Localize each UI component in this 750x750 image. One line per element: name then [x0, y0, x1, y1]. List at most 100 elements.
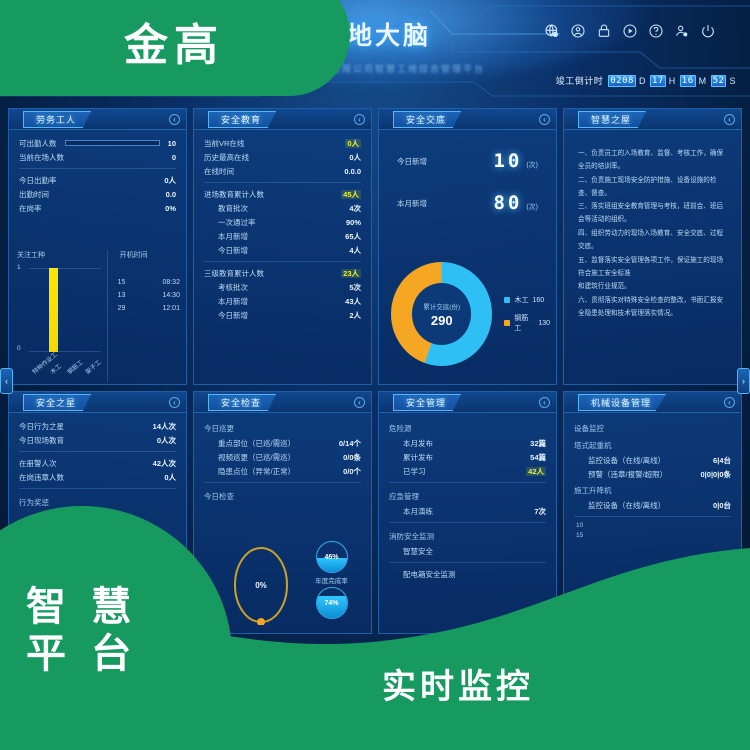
next-page-button[interactable]: › — [737, 368, 750, 394]
list-item: 重点部位（已巡/需巡） 0/14个 — [202, 436, 363, 450]
row-value: 43人 — [345, 296, 361, 306]
x-tick: 架子工 — [84, 359, 103, 376]
question-circle-icon[interactable] — [647, 22, 664, 39]
divider — [204, 182, 361, 183]
list-item: 在岗违章人数 0人 — [17, 470, 178, 484]
panel-safety-star-header: 安全之星 ‹ — [9, 392, 186, 413]
donut-chart: 累计交底(份) 290 — [391, 262, 493, 366]
prev-page-button[interactable]: ‹ — [0, 368, 13, 394]
countdown-seconds: 52 — [710, 74, 727, 87]
countdown-days: 0208 — [608, 74, 636, 87]
user-settings-icon[interactable] — [673, 22, 690, 39]
divider — [389, 562, 546, 563]
countdown-days-unit: D — [638, 75, 646, 86]
row-value: 08:32 — [162, 279, 180, 286]
panel-safety-check-menu-icon[interactable]: ‹ — [354, 397, 365, 408]
wisdom-line: 和建筑行业规范。 — [578, 283, 631, 291]
row-value: 5次 — [349, 282, 361, 292]
row-value: 6|4台 — [713, 455, 731, 465]
lock-icon[interactable] — [595, 22, 612, 39]
legend-label: 钢筋工 — [514, 315, 529, 332]
y-tick: 0 — [17, 345, 21, 352]
section-label: 危险源 — [389, 424, 412, 433]
header-icon-bar — [543, 22, 716, 39]
row-value: 14人次 — [152, 421, 176, 431]
panel-safety-disclosure-body: 今日新增 10 (次) 本月新增 80 (次) — [379, 130, 556, 384]
panel-safety-disclosure-menu-icon[interactable]: ‹ — [539, 114, 550, 125]
panel-safety-education-header: 安全教育 ‹ — [194, 109, 371, 130]
row-key: 29 — [117, 305, 126, 312]
row-key: 本月演练 — [403, 506, 433, 516]
donut-center-value: 290 — [430, 312, 453, 328]
row-key: 重点部位（已巡/需巡） — [218, 438, 296, 448]
panel-safety-star-body: 今日行为之星 14人次 今日现场教育 0人次 在册警人次 42人次 在岗违章人数 — [9, 413, 186, 633]
wisdom-text: 一、负责员工的入场教育、监督、考核工作，确保全员的培训率。 二、负责施工现场安全… — [572, 136, 733, 321]
panel-wisdom-house-menu-icon[interactable]: ‹ — [724, 114, 735, 125]
wisdom-line: 三、落实班组安全教育管理与考核，班前会、班后会等活动的组织。 — [578, 203, 724, 224]
row-key: 考核批次 — [218, 282, 248, 292]
panel-equipment-management-title: 机械设备管理 — [578, 394, 667, 411]
x-tick: 钢筋工 — [66, 359, 85, 376]
liquid-gauge: 74% — [315, 587, 348, 619]
list-item: 已学习 42人 — [387, 464, 548, 478]
row-key: 今日新增 — [218, 310, 248, 320]
list-item: 视频巡更（已巡/需巡） 0/0条 — [202, 450, 363, 464]
donut-center-label: 累计交底(份) — [423, 303, 461, 311]
bar — [49, 268, 59, 352]
row-key: 监控设备（在线/离线） — [588, 500, 666, 510]
countdown-minutes: 16 — [679, 74, 696, 87]
section-label: 施工升降机 — [574, 486, 612, 495]
countdown-hours-unit: H — [668, 75, 676, 86]
row-value: 32篇 — [530, 438, 546, 448]
row-key: 在岗率 — [19, 203, 42, 213]
row-key: 13 — [117, 292, 126, 299]
row-key: 三级教育累计人数 — [204, 268, 264, 278]
panel-safety-star-title: 安全之星 — [23, 394, 92, 411]
panel-safety-management-header: 安全管理 ‹ — [379, 392, 556, 413]
panel-safety-education-menu-icon[interactable]: ‹ — [354, 114, 365, 125]
panel-safety-management-body: 危险源 本月发布 32篇 累计发布 54篇 已学习 42人 应急管理 — [379, 413, 556, 633]
globe-icon[interactable] — [543, 22, 560, 39]
safety-check-gauges: 0% 46% 年度完成率 74% — [198, 539, 367, 631]
panel-safety-star-menu-icon[interactable]: ‹ — [169, 397, 180, 408]
row-value: 12:01 — [162, 305, 180, 312]
row-value: 90% — [345, 217, 361, 227]
panel-labor-body: 可出勤人数 10 当前在场人数 0 今日出勤率 0人 出勤时间 — [9, 130, 186, 384]
legend-label: 木工 — [514, 297, 529, 304]
panel-wisdom-house: 智慧之屋 ‹ 一、负责员工的入场教育、监督、考核工作，确保全员的培训率。 二、负… — [563, 108, 742, 385]
chart-plot: 1 0 特种作业工 木工 钢筋工 架子工 — [17, 264, 102, 376]
panel-wisdom-house-title: 智慧之屋 — [578, 111, 647, 128]
row-value: 0|0台 — [713, 500, 731, 510]
user-circle-icon[interactable] — [569, 22, 586, 39]
panel-safety-management-menu-icon[interactable]: ‹ — [539, 397, 550, 408]
legend-item: 木工 160 — [504, 291, 550, 309]
panel-safety-disclosure: 安全交底 ‹ 今日新增 10 (次) 本月新增 80 — [378, 108, 557, 385]
stat-unit: (次) — [526, 204, 538, 211]
row-value: 0|0|0|0条 — [700, 469, 731, 479]
row-value: 14:30 — [162, 292, 180, 299]
list-item: 在岗率 0% — [17, 201, 178, 215]
row-value: 23人 — [341, 268, 361, 278]
list-item: 今日新增 4人 — [202, 243, 363, 257]
list-item: 三级教育累计人数 23人 — [202, 266, 363, 280]
stat-month: 本月新增 80 (次) — [387, 178, 548, 220]
gauge-label: 年度完成率 — [315, 578, 348, 585]
power-icon[interactable] — [699, 22, 716, 39]
legend-value: 160 — [532, 296, 545, 304]
panel-safety-education: 安全教育 ‹ 当前VR在线 0人 历史最高在线 0人 在线时间 0.0.0 — [193, 108, 372, 385]
stat-label: 今日新增 — [397, 156, 427, 166]
divider — [389, 522, 546, 523]
list-item: 本月新增 43人 — [202, 294, 363, 308]
donut-legend: 木工 160 钢筋工 130 — [504, 291, 550, 337]
panel-labor-menu-icon[interactable]: ‹ — [169, 114, 180, 125]
row-value: 0人 — [349, 152, 361, 162]
list-item: 15 08:32 — [116, 276, 182, 289]
play-circle-icon[interactable] — [621, 22, 638, 39]
disclosure-donut-area: 累计交底(份) 290 木工 160 — [385, 248, 550, 380]
row-value: 0.0 — [165, 189, 176, 199]
row-value: 0人 — [164, 175, 176, 185]
panel-equipment-management-menu-icon[interactable]: ‹ — [724, 397, 735, 408]
row-key: 当前在场人数 — [19, 152, 64, 162]
divider — [389, 482, 546, 483]
